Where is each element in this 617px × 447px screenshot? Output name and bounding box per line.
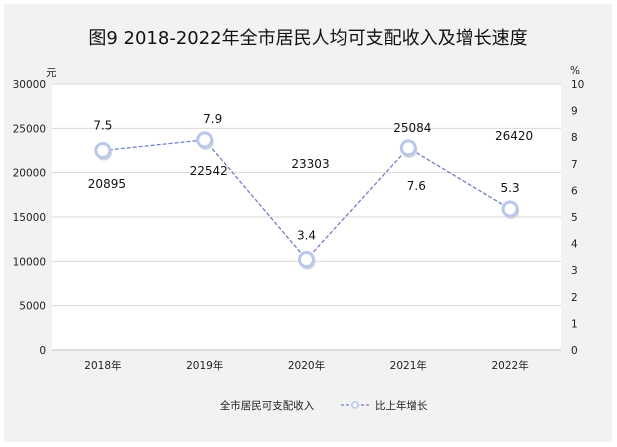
x-tick-label: 2018年 xyxy=(84,359,121,372)
y-right-tick-label: 1 xyxy=(571,318,578,330)
growth-data-label: 3.4 xyxy=(297,229,316,243)
x-tick-label: 2020年 xyxy=(288,359,325,372)
y-right-tick-label: 4 xyxy=(571,239,578,251)
x-tick-label: 2022年 xyxy=(491,359,528,372)
y-right-tick-label: 9 xyxy=(571,106,578,118)
y-right-tick-label: 8 xyxy=(571,132,578,144)
chart-title: 图9 2018-2022年全市居民人均可支配收入及增长速度 xyxy=(88,28,528,49)
income-data-label: 22542 xyxy=(190,164,228,178)
y-left-tick-label: 5000 xyxy=(19,301,46,313)
y-right-unit: % xyxy=(570,65,580,77)
growth-data-label: 7.5 xyxy=(93,119,112,133)
y-right-tick-label: 7 xyxy=(571,159,578,171)
growth-marker xyxy=(399,139,417,157)
y-right-tick-label: 2 xyxy=(571,292,578,304)
legend-income-label: 全市居民可支配收入 xyxy=(220,399,315,412)
y-left-unit: 元 xyxy=(46,67,57,79)
growth-marker xyxy=(196,131,214,149)
y-left-tick-label: 0 xyxy=(39,345,46,357)
growth-marker xyxy=(298,251,315,269)
income-data-label: 23303 xyxy=(291,157,329,171)
y-right-tick-label: 5 xyxy=(571,212,578,224)
y-left-tick-label: 10000 xyxy=(13,256,46,268)
y-left-tick-label: 30000 xyxy=(13,79,46,91)
x-tick-label: 2021年 xyxy=(390,359,427,372)
chart-svg: 0 5000 10000 15000 20000 25000 30000 0 1 2 3 4 5 6 7 8 9… xyxy=(13,65,585,412)
growth-marker xyxy=(94,142,112,159)
y-left-tick-label: 20000 xyxy=(13,168,46,180)
legend-growth-label: 比上年增长 xyxy=(375,399,428,412)
y-left-tick-label: 15000 xyxy=(13,212,46,224)
growth-marker xyxy=(501,200,519,218)
x-tick-label: 2019年 xyxy=(186,359,223,372)
income-data-label: 25084 xyxy=(393,121,431,135)
growth-data-label: 7.9 xyxy=(203,112,222,126)
y-right-tick-label: 6 xyxy=(571,185,578,197)
y-left-tick-label: 25000 xyxy=(13,123,46,135)
income-data-label: 26420 xyxy=(495,129,533,143)
legend-growth-swatch-marker xyxy=(351,401,359,409)
growth-data-label: 7.6 xyxy=(407,179,426,193)
chart-frame: 图9 2018-2022年全市居民人均可支配收入及增长速度 0 5000 10000… xyxy=(4,4,612,442)
y-right-tick-label: 3 xyxy=(571,265,578,277)
growth-data-label: 5.3 xyxy=(501,181,520,195)
income-data-label: 20895 xyxy=(88,177,126,191)
y-right-tick-label: 10 xyxy=(571,79,584,91)
y-right-tick-label: 0 xyxy=(571,345,578,357)
